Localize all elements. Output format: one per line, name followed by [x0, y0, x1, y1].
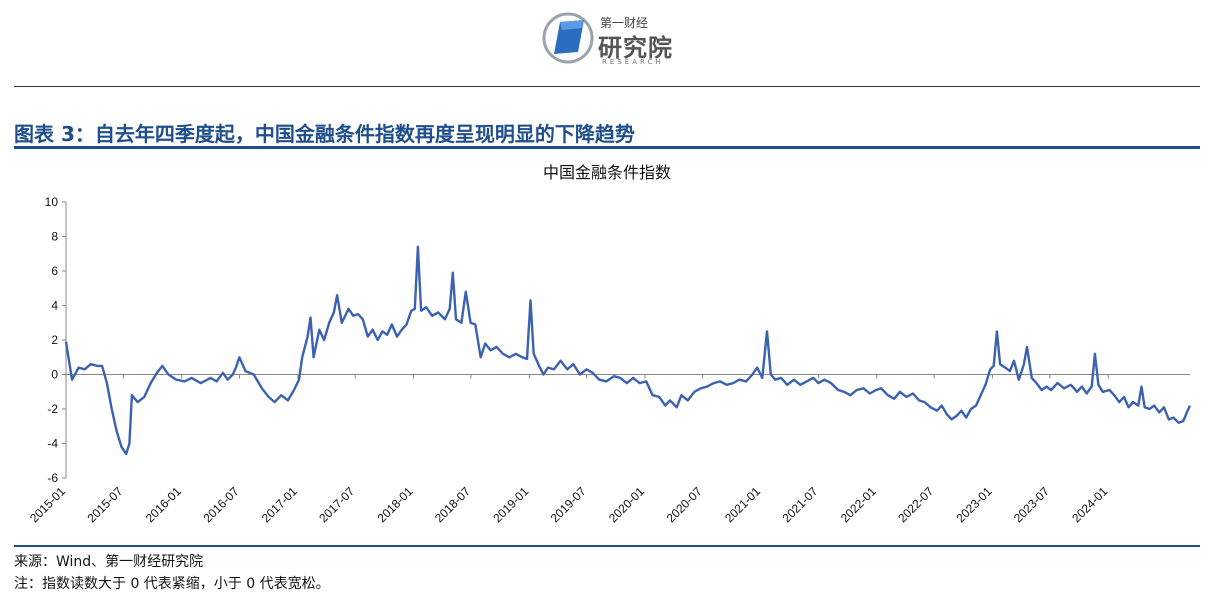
x-tick-label: 2018-01: [375, 484, 416, 525]
header-divider: [14, 86, 1200, 87]
note-text: 注：指数读数大于 0 代表紧缩，小于 0 代表宽松。: [14, 576, 330, 592]
x-tick-label: 2022-07: [895, 484, 936, 525]
title-divider: [14, 146, 1200, 149]
x-tick-label: 2015-07: [84, 484, 125, 525]
x-tick-label: 2020-07: [664, 484, 705, 525]
logo-main-text: 研究院: [598, 34, 673, 62]
x-tick-label: 2018-07: [432, 484, 473, 525]
y-tick-label: 10: [45, 195, 59, 209]
x-tick-label: 2020-01: [606, 484, 647, 525]
y-tick-label: 2: [51, 333, 58, 347]
x-tick-label: 2017-07: [316, 484, 357, 525]
x-axis: 2015-01 2015-07 2016-01 2016-07 2017-01 2017-…: [27, 374, 1190, 525]
chart-title: 中国金融条件指数: [543, 163, 671, 182]
series-group: [64, 245, 1192, 456]
y-tick-label: 4: [51, 299, 58, 313]
y-tick-label: 8: [51, 230, 58, 244]
y-tick-label: -6: [47, 471, 58, 485]
x-tick-label: 2016-01: [143, 484, 184, 525]
x-tick-label: 2021-01: [722, 484, 763, 525]
x-tick-label: 2024-01: [1069, 484, 1110, 525]
x-tick-label: 2015-01: [27, 484, 68, 525]
brand-logo: 第一财经 研究院 RESEARCH: [540, 8, 690, 68]
y-tick-label: 0: [51, 368, 58, 382]
x-tick-label: 2016-07: [201, 484, 242, 525]
series-line: [64, 245, 1192, 456]
y-tick-label: -2: [47, 402, 58, 416]
logo-sub-text: RESEARCH: [602, 58, 664, 66]
x-tick-label: 2021-07: [779, 484, 820, 525]
x-tick-label: 2023-07: [1011, 484, 1052, 525]
x-tick-label: 2022-01: [838, 484, 879, 525]
logo-top-text: 第一财经: [600, 16, 649, 30]
figure-title: 图表 3：自去年四季度起，中国金融条件指数再度呈现明显的下降趋势: [14, 122, 635, 146]
footer-divider: [14, 545, 1200, 547]
x-tick-label: 2019-07: [548, 484, 589, 525]
x-tick-label: 2023-01: [954, 484, 995, 525]
y-tick-label: 6: [51, 264, 58, 278]
y-tick-label: -4: [47, 437, 58, 451]
x-tick-label: 2017-01: [259, 484, 300, 525]
source-text: 来源：Wind、第一财经研究院: [14, 554, 204, 570]
y-axis: 10 8 6 4 2 0 -2 -4 -6: [45, 195, 67, 485]
x-tick-label: 2019-01: [490, 484, 531, 525]
logo-mark-icon: [542, 12, 594, 64]
